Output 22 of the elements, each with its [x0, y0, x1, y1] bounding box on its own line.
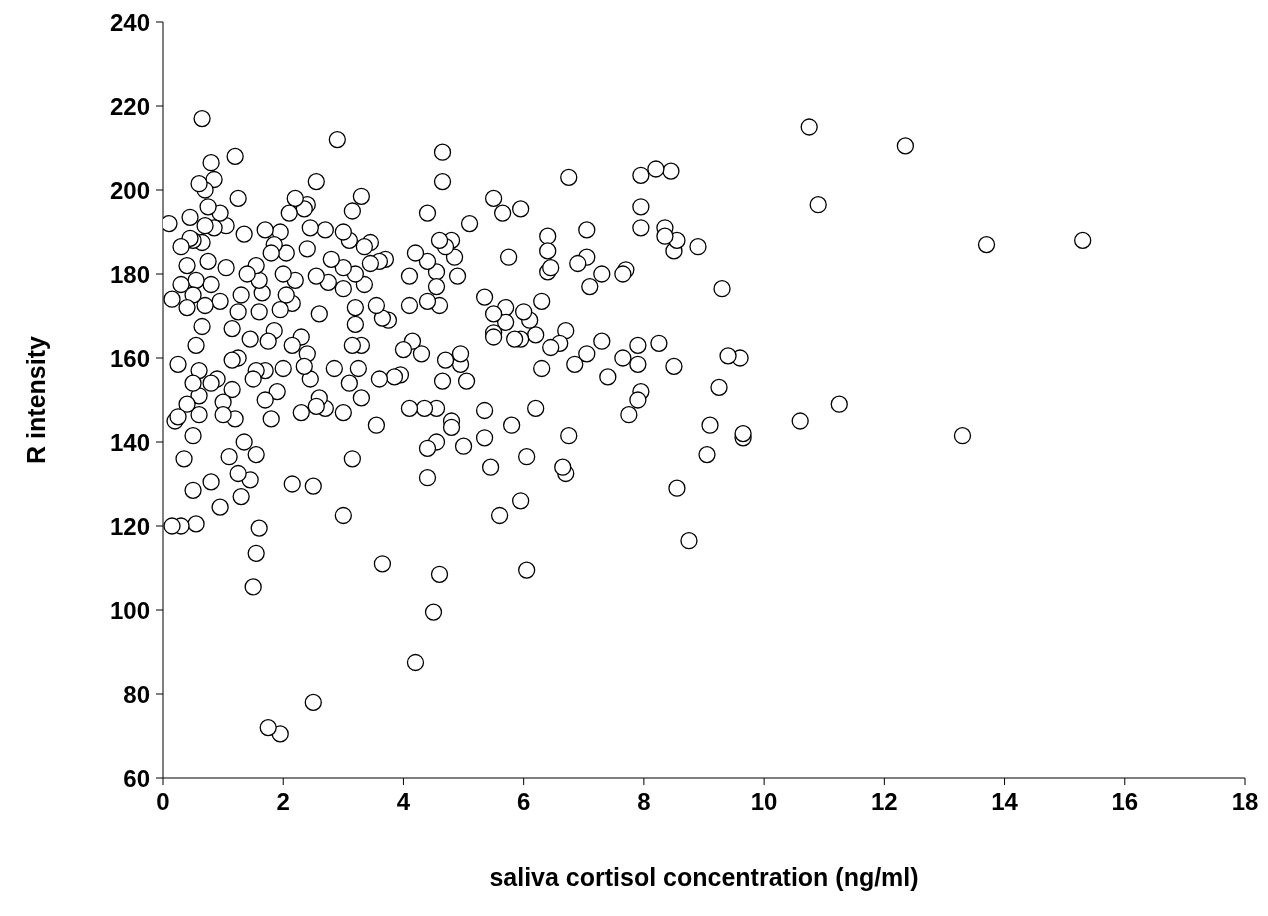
y-tick-label: 60: [123, 764, 150, 792]
y-tick-label: 120: [109, 512, 150, 540]
y-tick-label: 80: [123, 680, 150, 708]
x-tick-label: 10: [750, 788, 778, 816]
x-axis-title: saliva cortisol concentration (ng/ml): [489, 863, 919, 891]
x-tick-label: 6: [516, 788, 531, 816]
x-tick-label: 4: [396, 788, 411, 816]
y-axis-title: R intensity: [21, 336, 50, 464]
x-tick-label: 16: [1111, 788, 1139, 816]
y-tick-label: 240: [109, 8, 150, 36]
x-tick-label: 14: [991, 788, 1019, 816]
x-tick-label: 8: [637, 788, 651, 816]
x-tick-label: 0: [156, 788, 170, 816]
y-tick-label: 140: [109, 428, 150, 456]
x-tick-label: 12: [870, 788, 898, 816]
y-tick-label: 160: [109, 344, 150, 372]
x-tick-label: 2: [276, 788, 290, 816]
y-tick-label: 180: [109, 260, 150, 288]
y-tick-label: 100: [109, 596, 150, 624]
x-tick-label: 18: [1231, 788, 1259, 816]
y-tick-label: 200: [109, 176, 150, 204]
y-tick-label: 220: [109, 92, 150, 120]
